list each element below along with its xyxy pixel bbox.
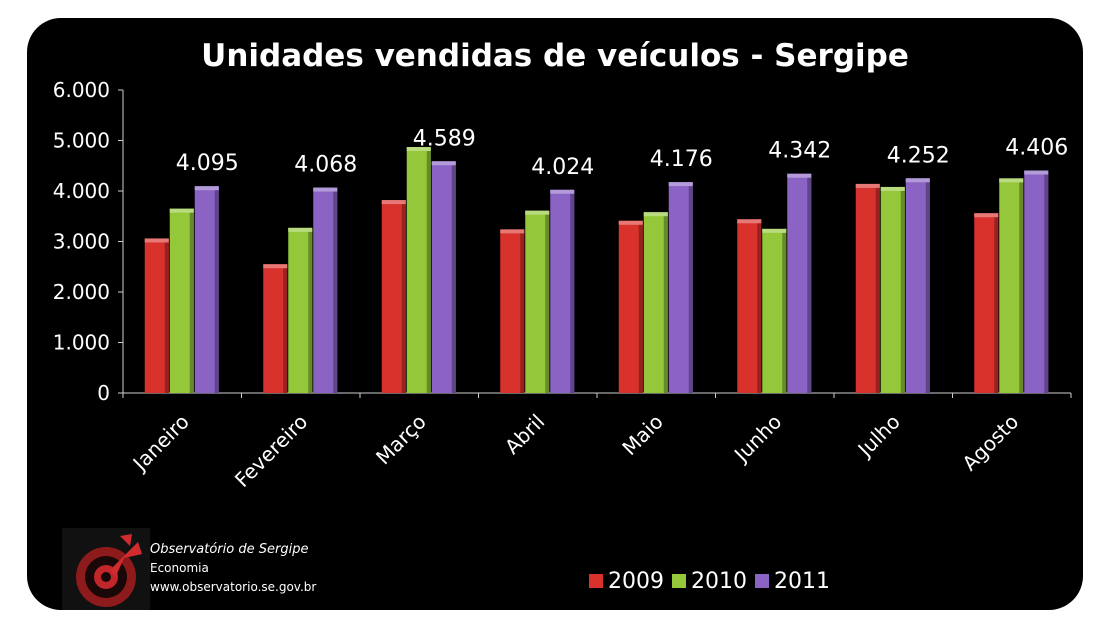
website-url: www.observatorio.se.gov.br xyxy=(150,580,317,594)
bar-side-2009 xyxy=(520,229,525,393)
bar-side-2010 xyxy=(1019,178,1024,393)
observatorio-logo xyxy=(62,528,150,610)
legend-label-2009: 2009 xyxy=(608,568,664,594)
bar-side-2009 xyxy=(164,238,169,393)
bar-side-2009 xyxy=(994,213,999,393)
bar-side-2010 xyxy=(900,186,905,393)
bar-side-2010 xyxy=(782,228,787,393)
legend-swatch-2009 xyxy=(589,574,603,588)
bar-side-2011 xyxy=(925,178,930,393)
bar-side-2011 xyxy=(214,186,219,393)
bar-top-2010 xyxy=(169,208,194,213)
chart-panel: Unidades vendidas de veículos - Sergipe 6… xyxy=(27,18,1083,610)
bar-side-2009 xyxy=(401,200,406,393)
legend-label-2010: 2010 xyxy=(691,568,747,594)
bar-side-2009 xyxy=(283,264,288,393)
bar-side-2010 xyxy=(308,227,313,393)
bar-top-2009 xyxy=(144,238,169,243)
legend-item-2011: 2011 xyxy=(755,569,830,594)
section-name: Economia xyxy=(150,561,209,575)
bar-side-2010 xyxy=(663,212,668,393)
data-label: 4.252 xyxy=(887,143,950,168)
data-label: 4.068 xyxy=(294,153,357,178)
chart-title: Unidades vendidas de veículos - Sergipe xyxy=(201,38,909,74)
chart-legend: 2009 2010 2011 xyxy=(589,566,838,596)
bar-top-2009 xyxy=(737,219,762,224)
organization-name: Observatório de Sergipe xyxy=(150,542,309,557)
data-label: 4.095 xyxy=(176,151,239,176)
bar-side-2011 xyxy=(807,173,812,393)
y-tick-label: 0 xyxy=(97,381,110,405)
bar-top-2010 xyxy=(880,186,905,191)
data-label: 4.406 xyxy=(1005,135,1068,160)
legend-swatch-2010 xyxy=(672,574,686,588)
bar-top-2011 xyxy=(313,187,338,192)
bar-side-2011 xyxy=(688,182,693,393)
bar-top-2009 xyxy=(855,183,880,188)
x-tick-label: Agosto xyxy=(957,410,1023,476)
bar-chart: Unidades vendidas de veículos - Sergipe 6… xyxy=(53,38,1072,492)
bar-top-2011 xyxy=(787,173,812,178)
x-tick-label: Abril xyxy=(500,410,549,459)
x-tick-label: Janeiro xyxy=(127,410,194,477)
bar-top-2011 xyxy=(905,178,930,183)
bar-top-2009 xyxy=(263,264,288,269)
bar-side-2011 xyxy=(451,161,456,393)
bar-top-2010 xyxy=(762,228,787,233)
y-tick-label: 2.000 xyxy=(53,280,110,304)
legend-item-2010: 2010 xyxy=(672,569,747,594)
bar-side-2010 xyxy=(545,210,550,393)
data-label: 4.024 xyxy=(531,155,594,180)
x-tick-label: Fevereiro xyxy=(230,410,312,492)
bar-top-2009 xyxy=(618,220,643,225)
bar-top-2011 xyxy=(668,182,693,187)
x-tick-label: Março xyxy=(371,410,431,470)
bar-top-2011 xyxy=(194,186,219,191)
data-label: 4.176 xyxy=(650,147,713,172)
bar-top-2009 xyxy=(500,229,525,234)
bar-top-2011 xyxy=(431,161,456,166)
data-label: 4.342 xyxy=(768,139,831,164)
y-tick-label: 1.000 xyxy=(53,331,110,355)
bar-side-2010 xyxy=(189,208,194,393)
bar-top-2009 xyxy=(381,200,406,205)
x-tick-label: Maio xyxy=(617,410,667,460)
bar-top-2011 xyxy=(1024,170,1049,175)
bar-side-2011 xyxy=(570,189,575,393)
bar-side-2009 xyxy=(875,183,880,393)
y-tick-label: 3.000 xyxy=(53,230,110,254)
legend-item-2009: 2009 xyxy=(589,569,664,594)
bar-top-2010 xyxy=(999,178,1024,183)
bar-side-2011 xyxy=(333,187,338,393)
bar-top-2010 xyxy=(288,227,313,232)
bar-side-2009 xyxy=(757,219,762,393)
bar-side-2011 xyxy=(1044,170,1049,393)
y-tick-label: 5.000 xyxy=(53,129,110,153)
legend-label-2011: 2011 xyxy=(774,568,830,594)
legend-swatch-2011 xyxy=(755,574,769,588)
bar-side-2009 xyxy=(638,220,643,393)
source-footer: Observatório de Sergipe Economia www.obs… xyxy=(150,540,316,597)
bar-top-2009 xyxy=(974,213,999,218)
data-label: 4.589 xyxy=(413,126,476,151)
y-tick-label: 6.000 xyxy=(53,78,110,102)
bar-top-2010 xyxy=(643,212,668,217)
x-tick-label: Julho xyxy=(852,410,905,463)
bar-top-2010 xyxy=(525,210,550,215)
x-tick-label: Junho xyxy=(728,410,786,468)
bar-top-2010 xyxy=(406,147,431,152)
y-tick-label: 4.000 xyxy=(53,179,110,203)
bar-top-2011 xyxy=(550,189,575,194)
bar-side-2010 xyxy=(426,147,431,393)
